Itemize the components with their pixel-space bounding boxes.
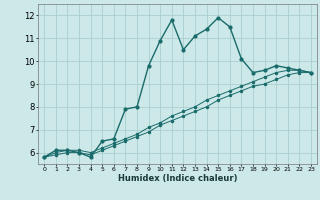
X-axis label: Humidex (Indice chaleur): Humidex (Indice chaleur) (118, 174, 237, 183)
